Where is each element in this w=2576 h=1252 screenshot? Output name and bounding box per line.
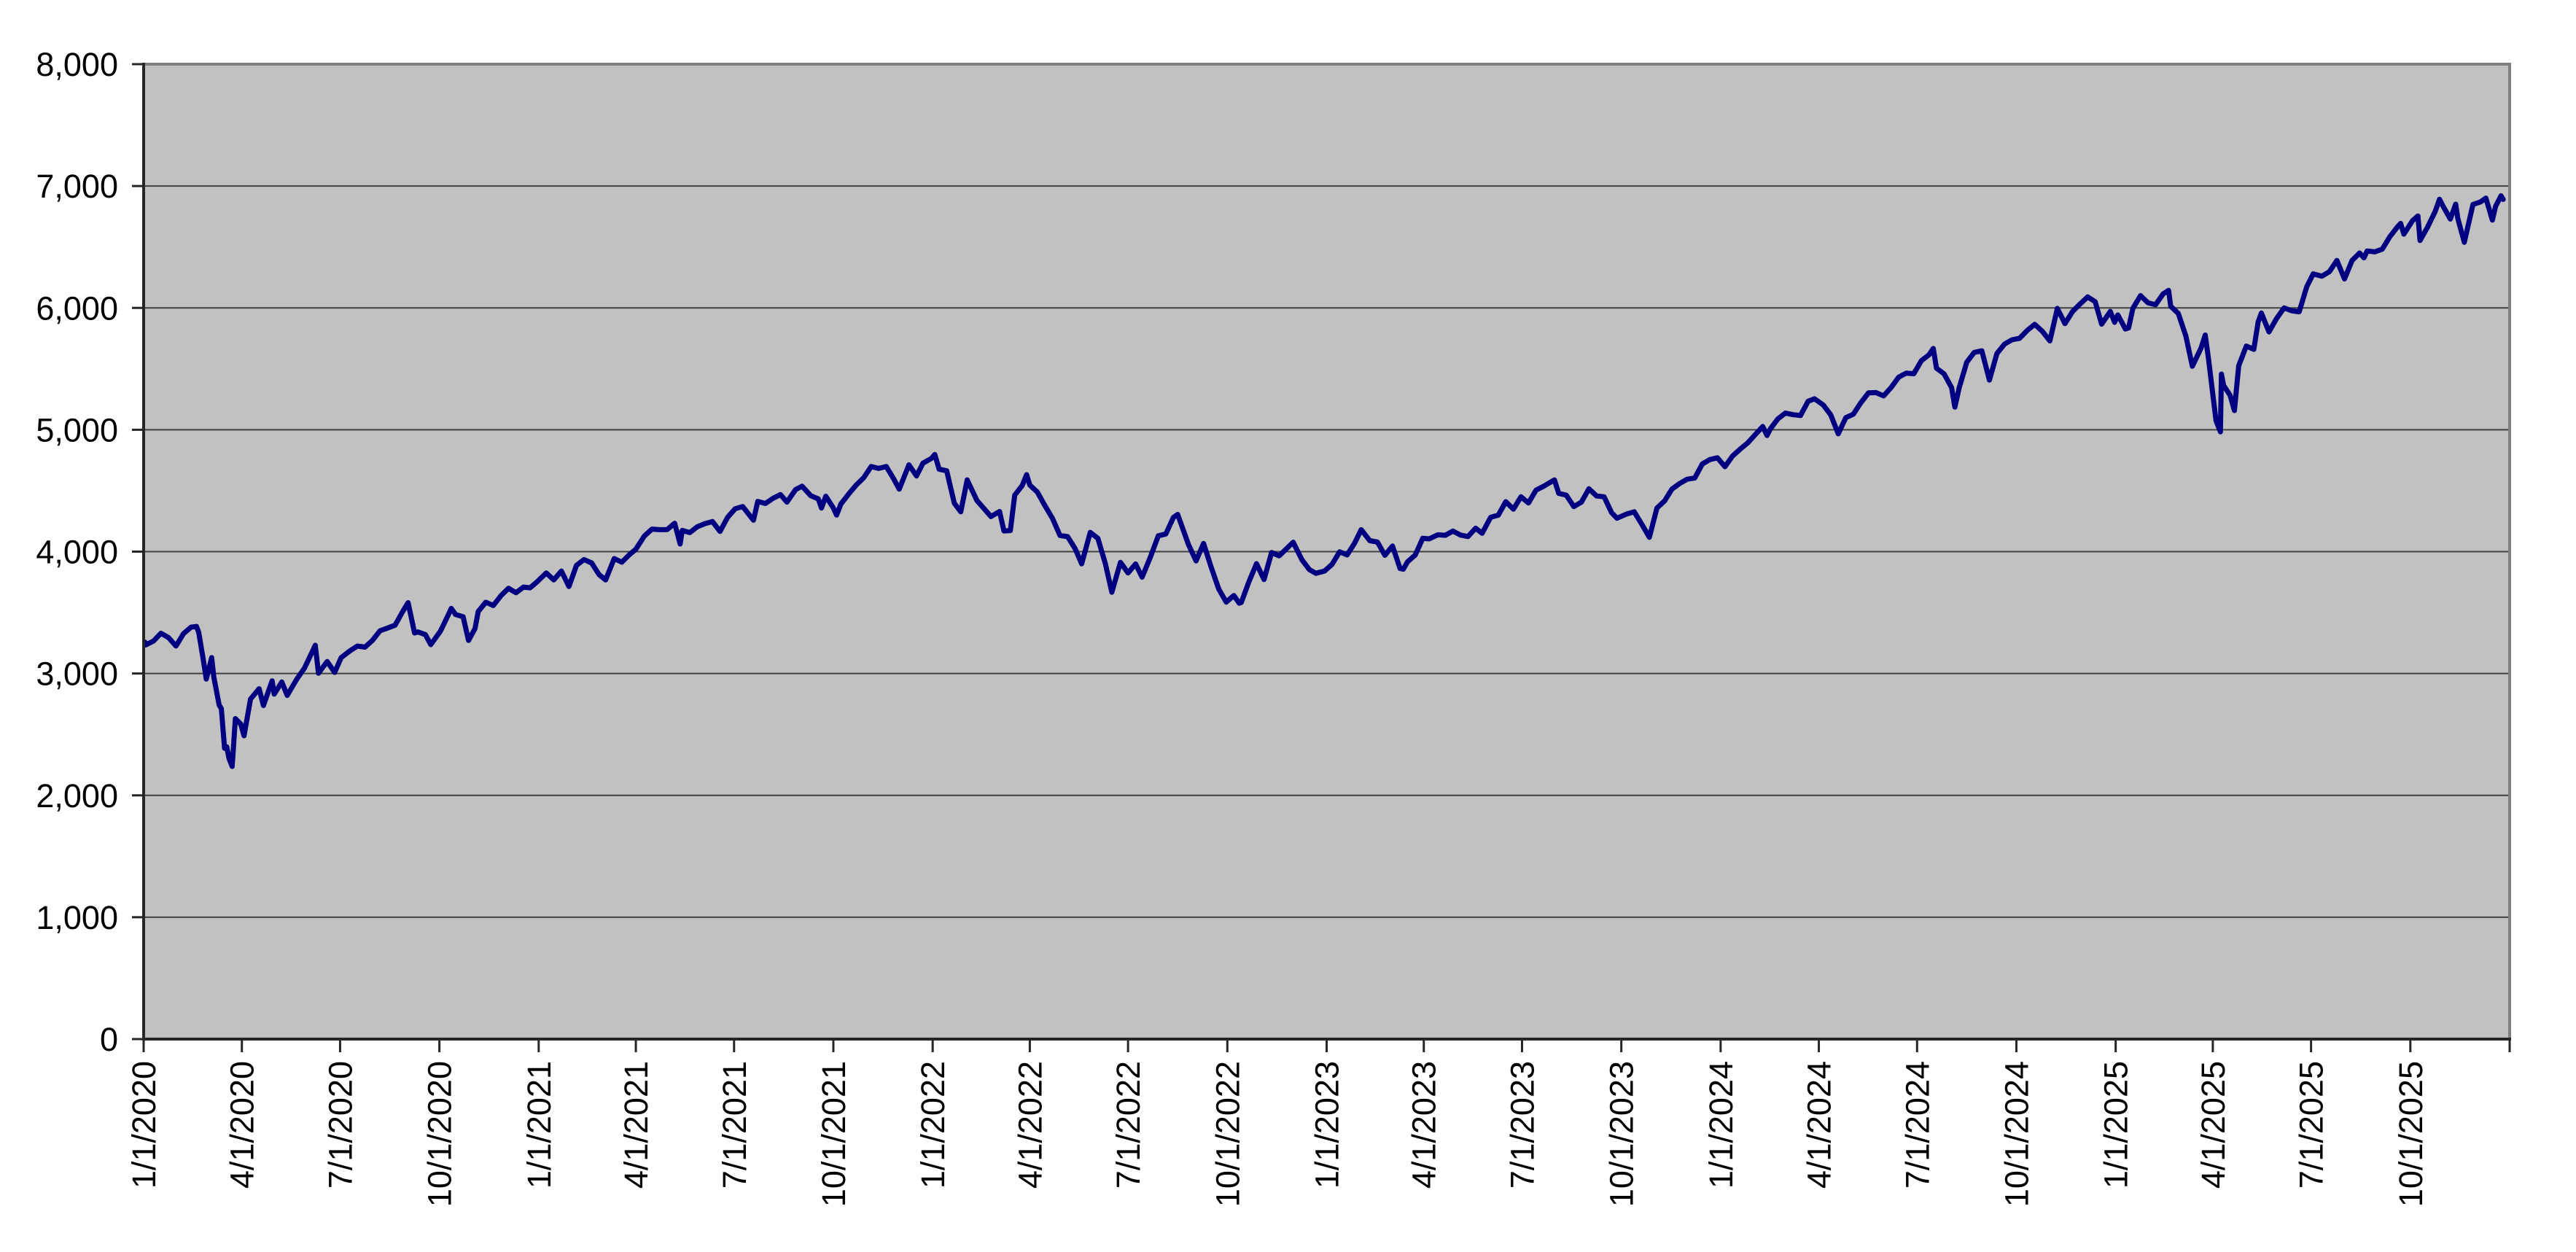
x-axis-tick-label: 10/1/2024	[1998, 1061, 2035, 1207]
x-axis-tick-label: 10/1/2023	[1603, 1061, 1641, 1207]
x-axis-tick-label: 4/1/2023	[1406, 1061, 1443, 1189]
x-axis-ticks	[142, 1039, 2511, 1052]
x-axis-tick-label: 4/1/2025	[2195, 1061, 2232, 1189]
x-axis-tick-label: 10/1/2025	[2392, 1061, 2429, 1207]
x-axis-tick-label: 7/1/2022	[1110, 1061, 1147, 1189]
y-axis-tick-label: 0	[100, 1021, 118, 1058]
x-axis-tick-label: 1/1/2023	[1309, 1061, 1346, 1189]
x-axis-tick-label: 7/1/2025	[2293, 1061, 2330, 1189]
x-axis-tick-label: 1/1/2022	[914, 1061, 952, 1189]
y-axis-ticks	[132, 63, 144, 1041]
x-axis-tick-label: 4/1/2022	[1011, 1061, 1048, 1189]
x-axis-tick-label: 7/1/2021	[716, 1061, 753, 1189]
y-axis-tick-label: 3,000	[36, 656, 118, 693]
y-axis-tick-label: 4,000	[36, 534, 118, 571]
gridlines	[144, 185, 2510, 918]
series-line	[142, 193, 2506, 769]
x-axis-labels: 1/1/2020 4/1/2020 7/1/2020 10/1/2020 1/1/202…	[125, 1061, 2429, 1207]
y-axis-tick-label: 8,000	[36, 46, 118, 83]
data-series-line	[142, 193, 2506, 769]
x-axis-tick-label: 4/1/2021	[618, 1061, 655, 1189]
x-axis-tick-label: 4/1/2024	[1801, 1061, 1838, 1189]
x-axis-tick-label: 10/1/2022	[1209, 1061, 1246, 1207]
x-axis-tick-label: 4/1/2020	[224, 1061, 261, 1189]
x-axis-tick-label: 7/1/2024	[1899, 1061, 1936, 1189]
y-axis-tick-label: 2,000	[36, 777, 118, 814]
y-axis-tick-label: 6,000	[36, 289, 118, 327]
y-axis-tick-label: 1,000	[36, 899, 118, 936]
x-axis-tick-label: 1/1/2024	[1703, 1061, 1740, 1189]
x-axis-tick-label: 7/1/2023	[1503, 1061, 1541, 1189]
x-axis-tick-label: 7/1/2020	[322, 1061, 359, 1189]
x-axis-tick-label: 1/1/2021	[521, 1061, 558, 1189]
x-axis-tick-label: 1/1/2025	[2098, 1061, 2135, 1189]
y-axis-tick-label: 5,000	[36, 411, 118, 448]
x-axis-tick-label: 10/1/2020	[421, 1061, 459, 1207]
y-axis-labels: 0 1,000 2,000 3,000 4,000 5,000 6,000 7,000 8,00…	[36, 46, 118, 1058]
x-axis-tick-label: 1/1/2020	[125, 1061, 163, 1189]
x-axis-tick-label: 10/1/2021	[815, 1061, 852, 1207]
y-axis-tick-label: 7,000	[36, 168, 118, 205]
